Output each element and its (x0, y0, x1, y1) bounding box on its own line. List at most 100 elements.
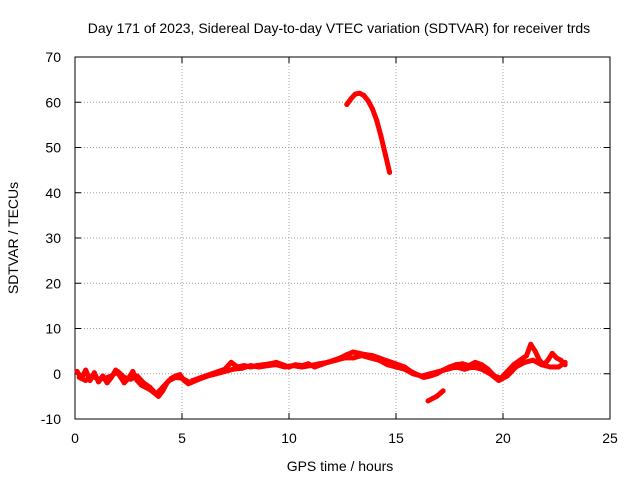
data-point (382, 151, 388, 157)
data-point (104, 380, 110, 386)
data-point (444, 366, 450, 372)
y-tick-label: -10 (41, 411, 61, 427)
data-point (357, 90, 363, 96)
data-point (130, 369, 136, 374)
data-point (290, 363, 296, 369)
data-point (222, 369, 228, 374)
data-point (179, 375, 185, 381)
data-point (558, 357, 564, 363)
data-point (549, 350, 555, 356)
data-point (350, 355, 356, 361)
x-tick-label: 25 (602, 430, 618, 446)
x-axis-label: GPS time / hours (287, 458, 394, 474)
data-point (504, 373, 510, 379)
data-point (307, 363, 313, 369)
data-series (74, 90, 568, 404)
data-point (76, 374, 82, 380)
data-point (378, 133, 384, 139)
data-point (434, 393, 440, 399)
y-tick-label: 50 (45, 140, 61, 156)
grid (75, 57, 610, 419)
data-point (196, 376, 202, 382)
data-point (153, 391, 159, 397)
data-point (342, 355, 348, 361)
x-tick-label: 20 (495, 430, 511, 446)
data-point (370, 106, 375, 112)
x-tick-label: 15 (388, 430, 404, 446)
y-tick-label: 30 (45, 230, 61, 246)
data-point (530, 357, 536, 363)
data-point (228, 359, 234, 365)
x-tick-label: 10 (281, 430, 297, 446)
data-point (299, 364, 305, 370)
data-point (333, 357, 339, 363)
data-point (166, 378, 172, 383)
data-point (239, 365, 245, 371)
data-point (513, 364, 519, 370)
y-tick-label: 0 (53, 366, 61, 382)
data-point (134, 373, 140, 379)
y-tick-label: 70 (45, 49, 61, 65)
data-point (273, 362, 279, 368)
y-tick-label: 20 (45, 275, 61, 291)
data-point (344, 102, 350, 107)
data-point (230, 366, 236, 372)
data-point (487, 371, 493, 377)
data-point (367, 355, 373, 361)
data-point (387, 169, 393, 175)
data-point (359, 353, 365, 359)
data-point (425, 398, 431, 404)
data-point (528, 341, 534, 347)
data-point (410, 371, 416, 377)
data-point (348, 96, 354, 102)
data-point (83, 367, 89, 373)
data-point (256, 364, 262, 370)
data-point (213, 371, 219, 377)
data-point (562, 359, 568, 365)
data-point (419, 373, 425, 379)
data-point (429, 396, 435, 402)
data-point (128, 376, 134, 382)
y-tick-label: 40 (45, 185, 61, 201)
data-point (524, 353, 529, 359)
data-point (539, 362, 544, 368)
data-point (83, 378, 89, 383)
data-point (352, 91, 358, 97)
data-point (459, 361, 465, 367)
y-axis-label: SDTVAR / TECUs (5, 182, 21, 294)
data-point (205, 373, 211, 379)
data-point (248, 363, 253, 369)
data-point (188, 380, 194, 386)
data-point (115, 369, 121, 374)
data-point (325, 359, 330, 365)
x-tick-label: 5 (178, 430, 186, 446)
axis-ticks: 0 5 10 15 20 25 -10 0 10 20 30 40 50 60 70 (41, 49, 618, 446)
data-point (402, 366, 408, 372)
data-point (470, 364, 476, 370)
data-point (462, 366, 467, 372)
data-point (545, 357, 551, 363)
data-point (141, 380, 146, 386)
data-point (89, 373, 95, 379)
y-tick-label: 10 (45, 321, 61, 337)
data-point (147, 384, 153, 390)
data-point (374, 117, 380, 123)
data-point (496, 378, 502, 383)
data-point (350, 349, 356, 355)
data-point (521, 359, 527, 365)
data-point (160, 384, 166, 390)
data-point (121, 380, 127, 386)
data-point (384, 362, 390, 368)
data-point (427, 371, 433, 377)
data-point (453, 364, 459, 370)
data-point (554, 355, 559, 361)
data-point (316, 361, 322, 367)
data-point (479, 366, 485, 372)
data-point (556, 364, 562, 370)
data-point (361, 93, 367, 98)
data-point (436, 369, 442, 374)
data-point (102, 375, 108, 381)
data-point (547, 364, 553, 370)
data-point (108, 373, 114, 379)
